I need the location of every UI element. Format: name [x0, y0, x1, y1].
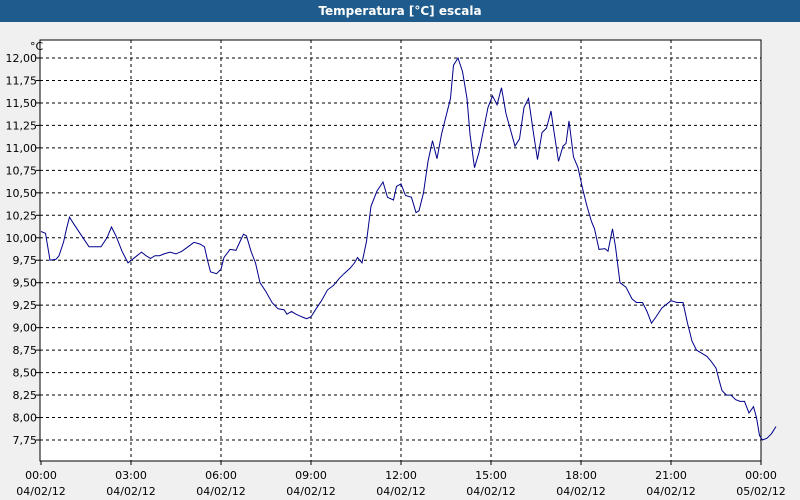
- y-tick-label: 9,50: [13, 277, 38, 290]
- y-tick-label: 9,25: [13, 299, 38, 312]
- y-tick-label: 10,75: [6, 164, 38, 177]
- y-tick-label: 8,75: [13, 344, 38, 357]
- x-tick-time-label: 21:00: [655, 469, 687, 482]
- y-tick-label: 8,50: [13, 367, 38, 380]
- x-tick-date-label: 04/02/12: [376, 485, 425, 498]
- x-tick-date-label: 04/02/12: [556, 485, 605, 498]
- x-axis: 00:00 04/02/12 03:00 04/02/12 06:00 04/02/12 0…: [16, 461, 786, 498]
- y-tick-label: 11,25: [6, 119, 38, 132]
- x-tick-time-label: 06:00: [205, 469, 237, 482]
- y-tick-label: 9,00: [13, 322, 38, 335]
- x-tick-date-label: 04/02/12: [16, 485, 65, 498]
- y-axis-unit-label: °C: [30, 40, 44, 53]
- x-tick-time-label: 00:00: [745, 469, 777, 482]
- y-axis: 12,00 11,75 11,50 11,25 11,00 10,75 10,50 10,25…: [6, 52, 40, 447]
- x-tick-date-label: 04/02/12: [196, 485, 245, 498]
- x-tick-time-label: 12:00: [385, 469, 417, 482]
- y-tick-label: 10,50: [6, 187, 38, 200]
- y-tick-label: 7,75: [13, 434, 38, 447]
- x-tick-time-label: 00:00: [25, 469, 57, 482]
- y-tick-label: 11,00: [6, 142, 38, 155]
- y-tick-label: 11,75: [6, 74, 38, 87]
- y-tick-label: 11,50: [6, 97, 38, 110]
- x-tick-time-label: 15:00: [475, 469, 507, 482]
- x-tick-date-label: 04/02/12: [646, 485, 695, 498]
- y-tick-label: 8,25: [13, 389, 38, 402]
- x-tick-date-label: 04/02/12: [466, 485, 515, 498]
- y-tick-label: 12,00: [6, 52, 38, 65]
- x-tick-time-label: 03:00: [115, 469, 147, 482]
- x-tick-time-label: 18:00: [565, 469, 597, 482]
- y-tick-label: 10,25: [6, 209, 38, 222]
- y-tick-label: 9,75: [13, 254, 38, 267]
- x-tick-date-label: 04/02/12: [286, 485, 335, 498]
- y-tick-label: 10,00: [6, 232, 38, 245]
- grid: [40, 40, 761, 461]
- x-tick-date-label: 04/02/12: [106, 485, 155, 498]
- temperature-series-line: [40, 56, 777, 441]
- y-tick-label: 8,00: [13, 412, 38, 425]
- x-tick-date-label: 05/02/12: [736, 485, 785, 498]
- x-tick-time-label: 09:00: [295, 469, 327, 482]
- chart-title: Temperatura [°C] escala: [0, 0, 800, 22]
